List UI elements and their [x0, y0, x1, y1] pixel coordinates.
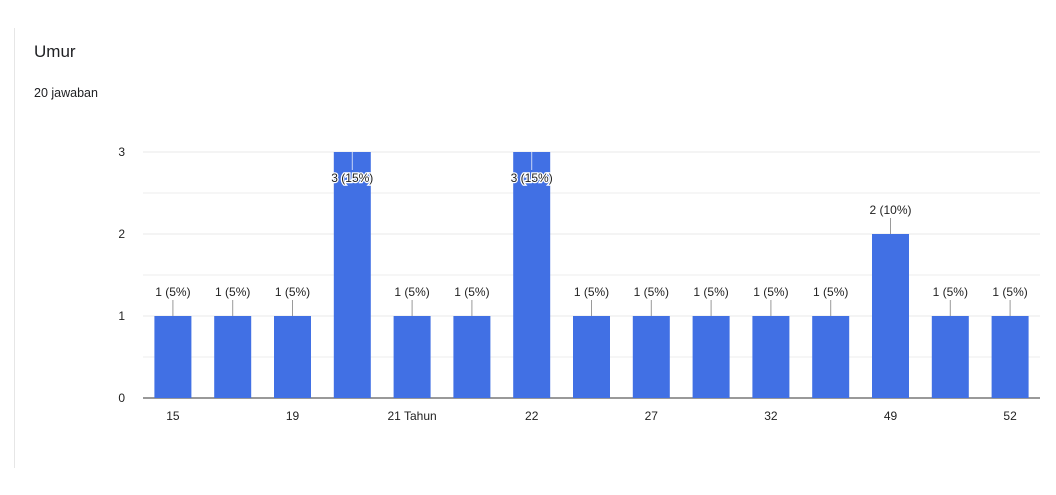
data-label: 1 (5%) — [215, 285, 250, 299]
data-labels: 1 (5%) 1 (5%) 1 (5%) 3 (15%) 1 (5%) 1 (5%) 3 (… — [155, 170, 1028, 299]
bar — [692, 316, 730, 398]
label-leaders — [172, 152, 1011, 316]
bar — [274, 316, 311, 398]
x-tick-label: 52 — [1003, 409, 1017, 423]
bars — [154, 152, 1029, 398]
data-label: 3 (15%) — [331, 171, 373, 185]
data-label: 1 (5%) — [155, 285, 190, 299]
data-label: 1 (5%) — [933, 285, 968, 299]
response-count: 20 jawaban — [34, 86, 98, 100]
data-label: 1 (5%) — [753, 285, 788, 299]
data-label: 3 (15%) — [511, 171, 553, 185]
y-axis-ticks: 0 1 2 3 — [118, 145, 125, 405]
card-left-border — [14, 28, 15, 468]
data-label: 1 (5%) — [394, 285, 429, 299]
x-tick-label: 19 — [286, 409, 300, 423]
bar — [333, 152, 371, 398]
bar — [991, 316, 1029, 398]
chart-title: Umur — [34, 42, 76, 61]
data-label: 1 (5%) — [813, 285, 848, 299]
y-tick-label: 3 — [118, 145, 125, 159]
x-tick-label: 27 — [645, 409, 659, 423]
bar — [214, 316, 252, 398]
y-tick-label: 2 — [118, 227, 125, 241]
bar — [154, 316, 192, 398]
data-label: 1 (5%) — [454, 285, 489, 299]
data-label: 1 (5%) — [634, 285, 669, 299]
bar — [752, 316, 790, 398]
bar — [872, 234, 909, 398]
bar — [812, 316, 850, 398]
x-tick-label: 32 — [764, 409, 778, 423]
bar — [513, 152, 551, 398]
data-label: 1 (5%) — [992, 285, 1027, 299]
x-tick-label: 15 — [166, 409, 180, 423]
x-tick-label: 22 — [525, 409, 539, 423]
x-tick-label: 21 Tahun — [388, 409, 437, 423]
bar — [393, 316, 431, 398]
y-tick-label: 1 — [118, 309, 125, 323]
bar — [931, 316, 969, 398]
data-label: 1 (5%) — [574, 285, 609, 299]
y-tick-label: 0 — [118, 391, 125, 405]
data-label: 1 (5%) — [275, 285, 310, 299]
bar — [632, 316, 670, 398]
x-tick-label: 49 — [884, 409, 898, 423]
data-label: 2 (10%) — [869, 203, 911, 217]
bar — [573, 316, 610, 398]
x-axis-ticks: 15 19 21 Tahun 22 27 32 49 52 — [166, 409, 1017, 423]
bar — [453, 316, 491, 398]
data-label: 1 (5%) — [693, 285, 728, 299]
